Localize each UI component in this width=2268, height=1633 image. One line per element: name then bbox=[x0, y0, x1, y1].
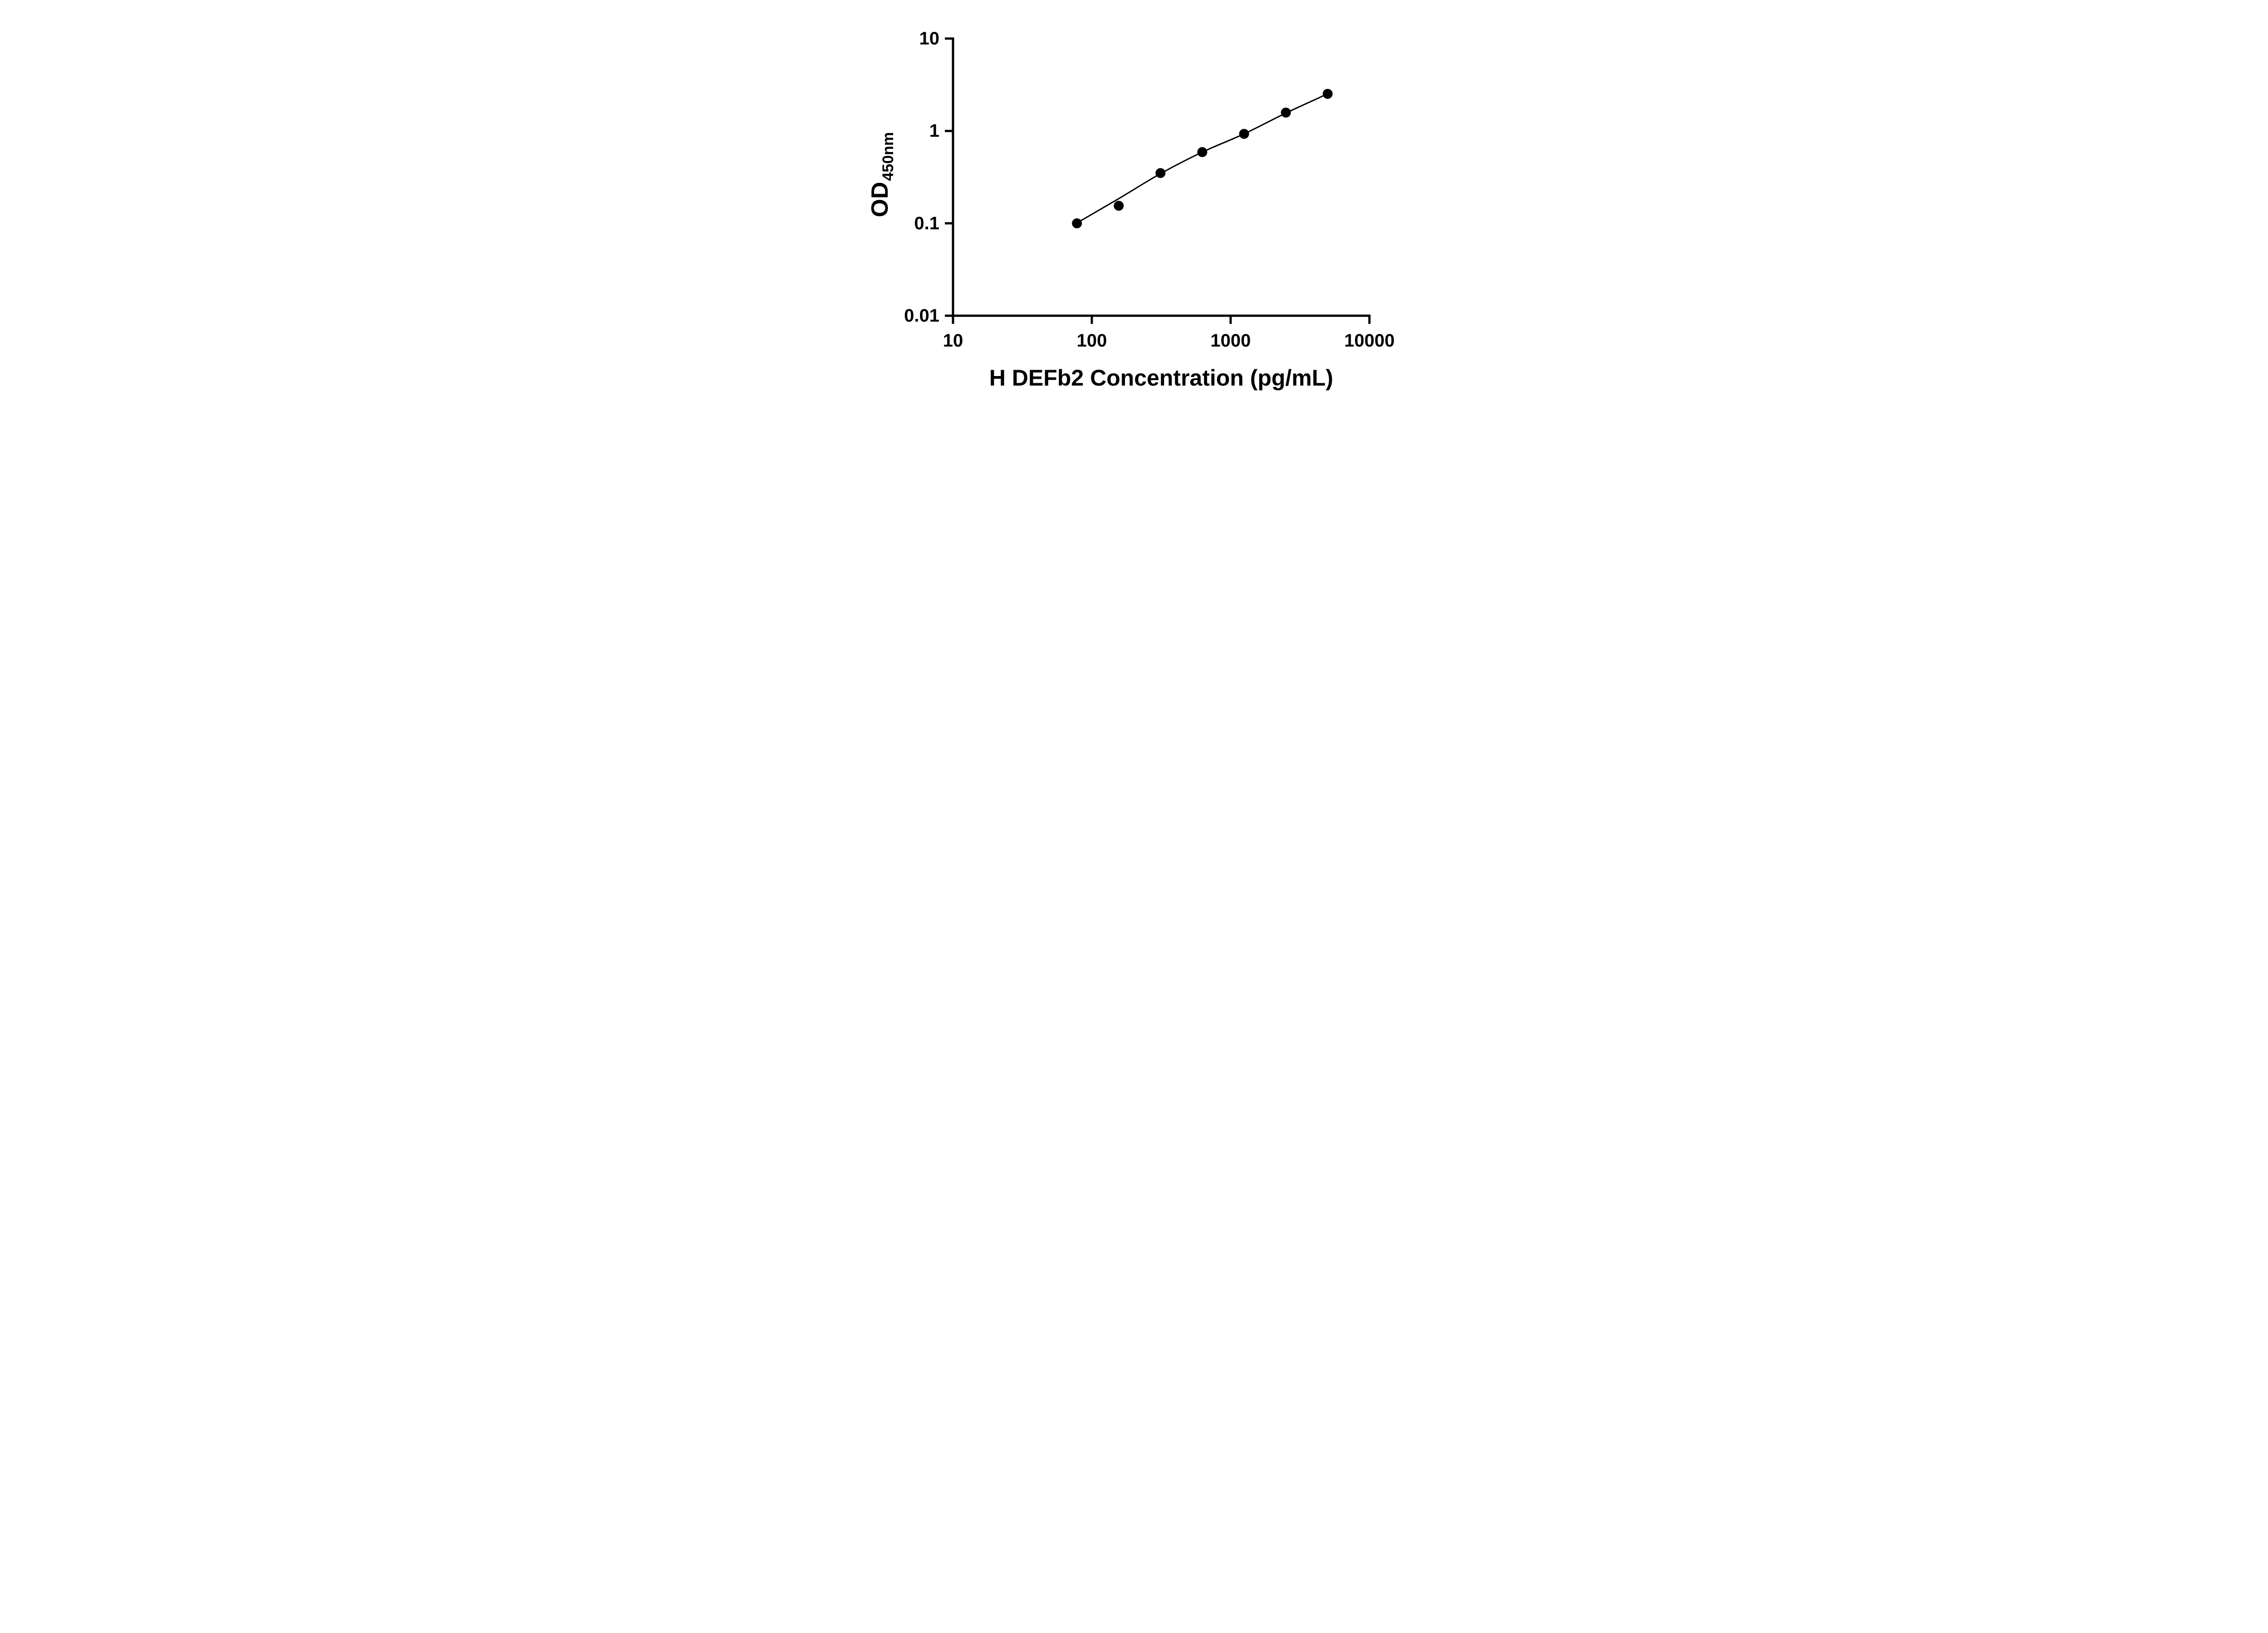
y-tick-label: 10 bbox=[919, 29, 940, 49]
y-axis-title: OD450nm bbox=[867, 132, 897, 217]
data-point bbox=[1197, 147, 1207, 157]
y-axis-title-main: OD bbox=[867, 182, 893, 217]
standard-curve-chart: 0.01 0.1 1 10 10 100 1000 10000 H DEFb2 Concent… bbox=[867, 29, 1395, 391]
plot-area: 0.01 0.1 1 10 10 100 1000 10000 bbox=[904, 29, 1394, 351]
data-point bbox=[1155, 168, 1166, 178]
x-tick-label: 100 bbox=[1077, 331, 1107, 351]
y-tick-label: 0.1 bbox=[914, 213, 939, 233]
y-tick-label: 0.01 bbox=[904, 306, 939, 326]
x-tick-label: 1000 bbox=[1211, 331, 1251, 351]
data-point bbox=[1072, 218, 1082, 229]
x-tick-label: 10 bbox=[943, 331, 963, 351]
data-point bbox=[1322, 88, 1333, 99]
x-axis-title: H DEFb2 Concentration (pg/mL) bbox=[989, 365, 1333, 391]
data-point bbox=[1239, 129, 1249, 139]
data-point bbox=[1114, 200, 1124, 211]
y-axis-title-sub: 450nm bbox=[880, 132, 897, 181]
y-tick-label: 1 bbox=[929, 121, 939, 141]
data-point bbox=[1281, 108, 1291, 118]
x-tick-label: 10000 bbox=[1344, 331, 1394, 351]
elisa-standard-curve-figure: 0.01 0.1 1 10 10 100 1000 10000 H DEFb2 Concent… bbox=[849, 0, 1419, 408]
